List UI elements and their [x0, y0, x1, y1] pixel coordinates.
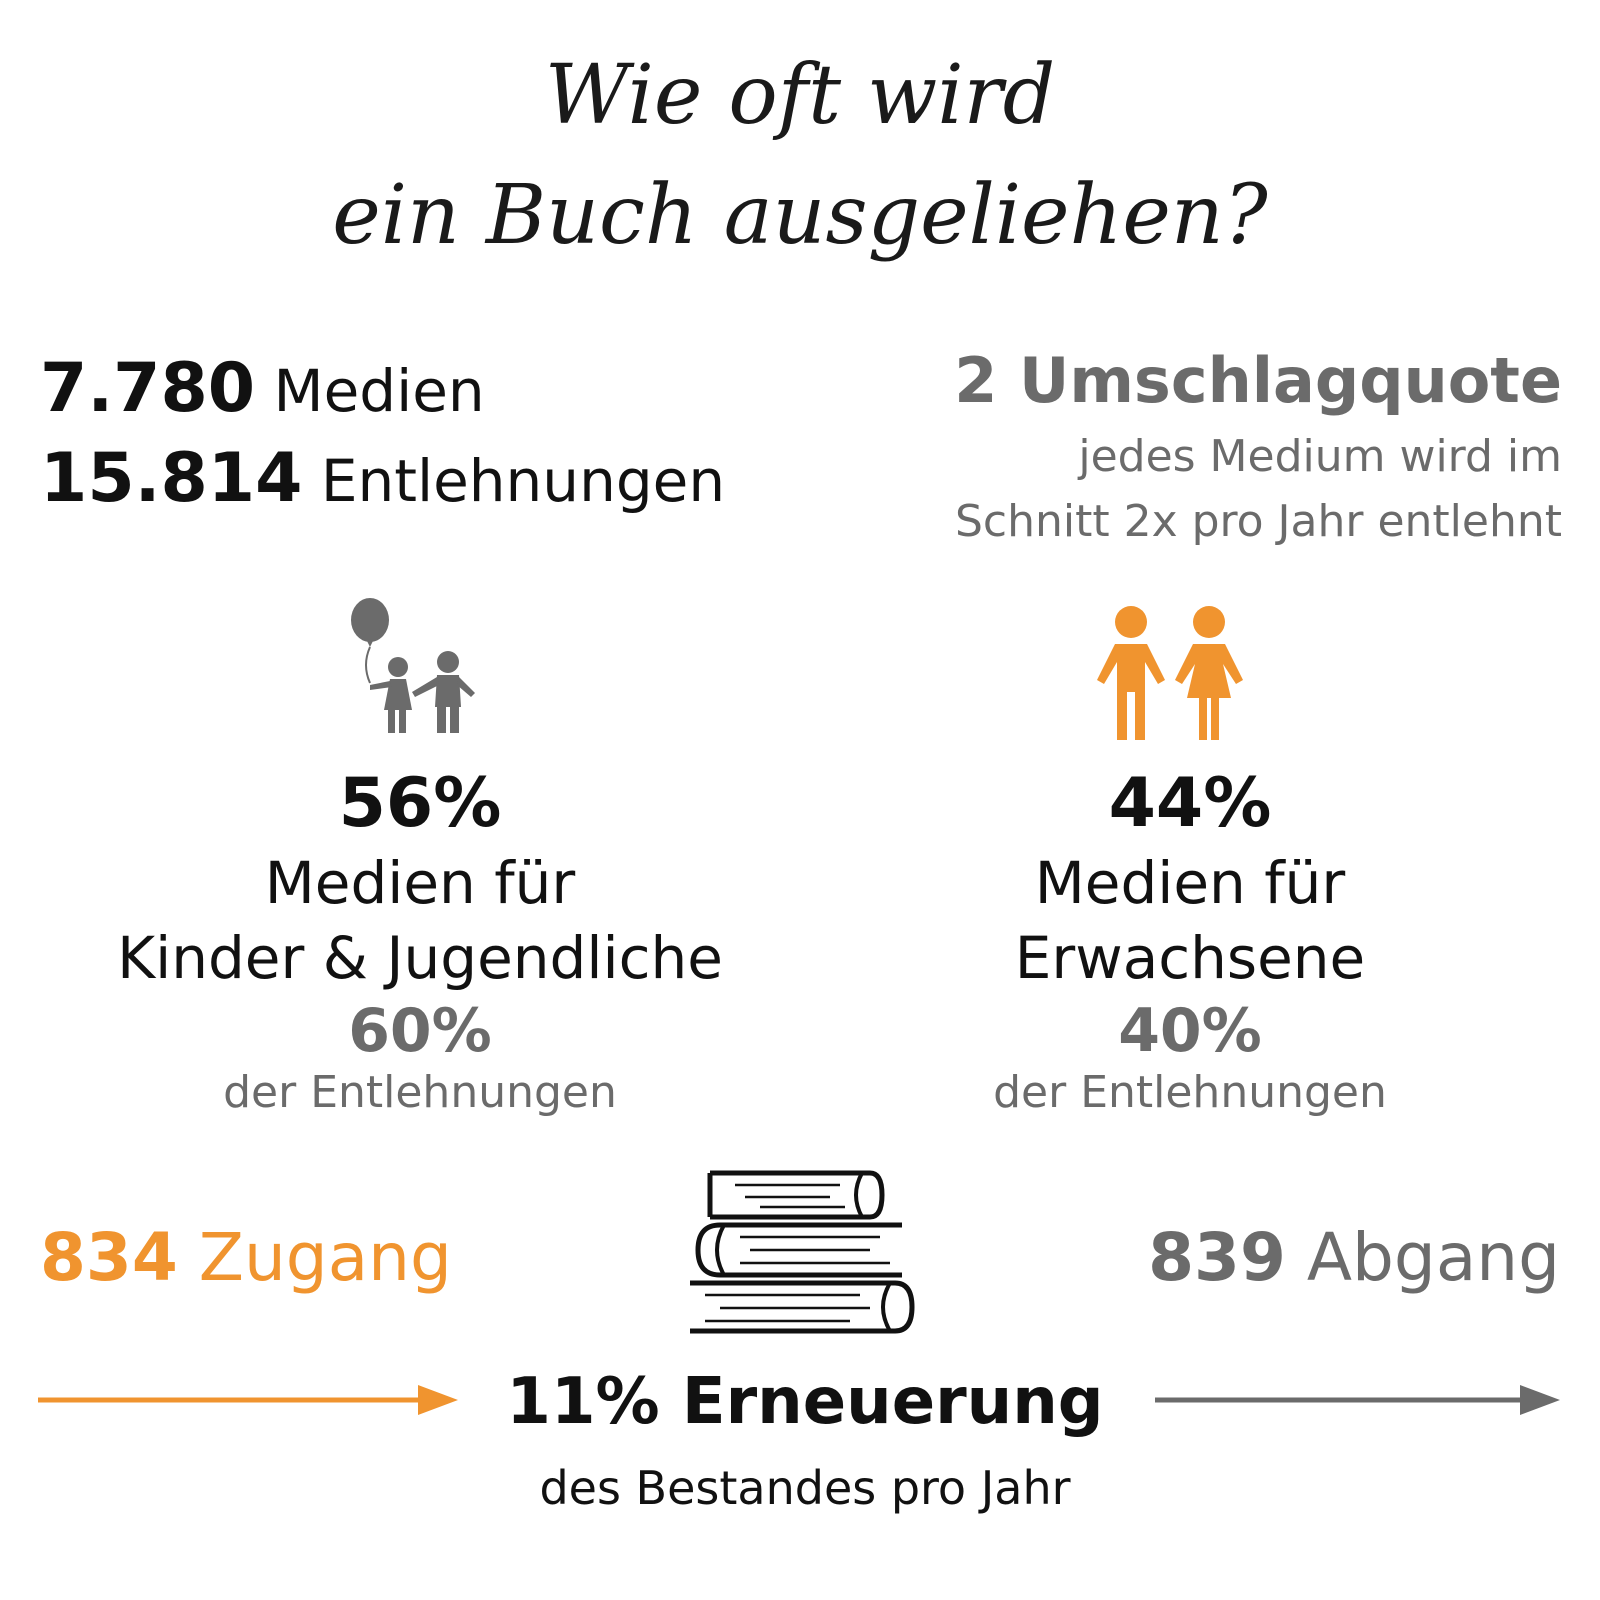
loans-count: 15.814	[40, 439, 303, 518]
turnover-label: Umschlagquote	[1018, 344, 1562, 417]
children-balloon-icon	[340, 595, 490, 745]
children-label-1: Medien für	[264, 849, 576, 917]
turnover-headline: 2 Umschlagquote	[954, 350, 1562, 412]
adults-percent: 44%	[1108, 764, 1272, 843]
adults-loan-percent: 40%	[1118, 995, 1262, 1066]
media-stat: 7.780 Medien	[40, 355, 485, 423]
intake-stat: 834 Zugang	[40, 1225, 452, 1291]
media-label: Medien	[273, 357, 485, 425]
removal-arrow-icon	[1155, 1385, 1560, 1415]
adults-label-2: Erwachsene	[1014, 924, 1366, 993]
children-percent: 56%	[338, 764, 502, 843]
book-stack-icon	[680, 1165, 920, 1340]
children-label-2: Kinder & Jugendliche	[117, 924, 723, 993]
media-count: 7.780	[40, 349, 256, 428]
adults-icon	[1085, 600, 1255, 745]
adults-label-1: Medien für	[1034, 849, 1346, 917]
removal-label: Abgang	[1306, 1219, 1560, 1296]
title-line-2: ein Buch ausgeliehen?	[332, 168, 1268, 263]
title-line-1: Wie oft wird	[544, 48, 1056, 143]
removal-value: 839	[1148, 1219, 1286, 1296]
renewal-headline: 11% Erneuerung	[506, 1365, 1104, 1439]
children-loan-label: der Entlehnungen	[223, 1066, 617, 1118]
loans-stat: 15.814 Entlehnungen	[40, 445, 725, 513]
turnover-desc-1: jedes Medium wird im	[1078, 431, 1562, 482]
intake-value: 834	[40, 1219, 178, 1296]
intake-arrow-icon	[38, 1385, 458, 1415]
children-block: 56% Medien für Kinder & Jugendliche 60% …	[110, 770, 730, 1115]
intake-label: Zugang	[198, 1219, 452, 1296]
children-loan-percent: 60%	[348, 995, 492, 1066]
turnover-desc-2: Schnitt 2x pro Jahr entlehnt	[954, 496, 1562, 547]
renewal-sub: des Bestandes pro Jahr	[539, 1461, 1071, 1515]
adults-block: 44% Medien für Erwachsene 40% der Entleh…	[880, 770, 1500, 1115]
loans-label: Entlehnungen	[320, 447, 726, 515]
adults-loan-label: der Entlehnungen	[993, 1066, 1387, 1118]
turnover-value: 2	[954, 344, 998, 417]
removal-stat: 839 Abgang	[1148, 1225, 1560, 1291]
